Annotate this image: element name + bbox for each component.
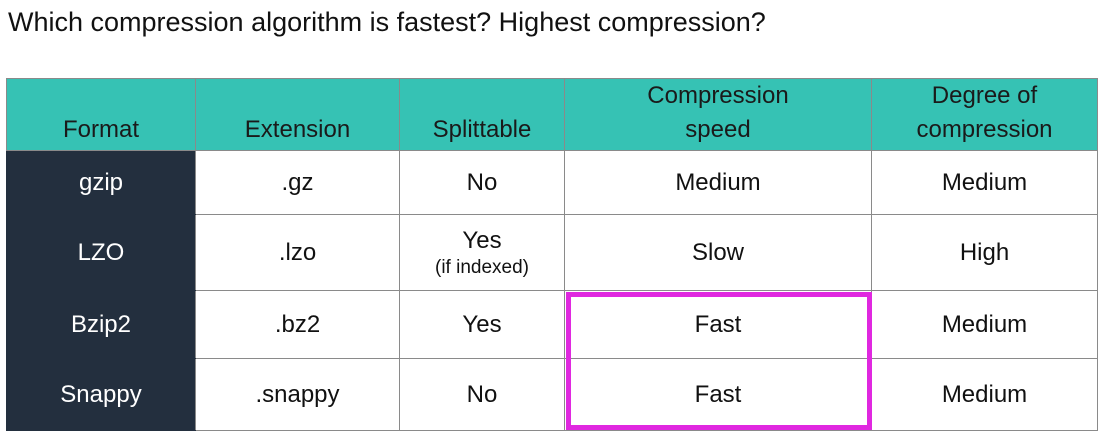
extension-cell: .gz (195, 150, 400, 215)
table-row: LZO .lzo Yes (if indexed) Slow High (6, 214, 1098, 291)
header-row: Format Extension Splittable Compression … (6, 78, 1098, 151)
extension-cell: .snappy (195, 358, 400, 431)
speed-cell: Fast (564, 358, 872, 431)
degree-cell: High (871, 214, 1098, 291)
header-extension: Extension (195, 78, 400, 151)
compression-table: Format Extension Splittable Compression … (6, 78, 1098, 431)
speed-cell: Medium (564, 150, 872, 215)
splittable-cell: No (399, 150, 565, 215)
degree-cell: Medium (871, 150, 1098, 215)
splittable-cell: No (399, 358, 565, 431)
format-cell: LZO (6, 214, 196, 291)
slide-title: Which compression algorithm is fastest? … (8, 7, 766, 37)
format-cell: Snappy (6, 358, 196, 431)
header-format: Format (6, 78, 196, 151)
header-degree-of-compression: Degree of compression (871, 78, 1098, 151)
degree-cell: Medium (871, 290, 1098, 359)
extension-cell: .bz2 (195, 290, 400, 359)
header-compression-speed: Compression speed (564, 78, 872, 151)
speed-cell: Slow (564, 214, 872, 291)
format-cell: Bzip2 (6, 290, 196, 359)
splittable-cell: Yes (if indexed) (399, 214, 565, 291)
splittable-cell: Yes (399, 290, 565, 359)
table-row: Bzip2 .bz2 Yes Fast Medium (6, 290, 1098, 359)
degree-cell: Medium (871, 358, 1098, 431)
splittable-note: (if indexed) (435, 256, 529, 278)
table-row: gzip .gz No Medium Medium (6, 150, 1098, 215)
extension-cell: .lzo (195, 214, 400, 291)
header-splittable: Splittable (399, 78, 565, 151)
table-row: Snappy .snappy No Fast Medium (6, 358, 1098, 431)
format-cell: gzip (6, 150, 196, 215)
speed-cell: Fast (564, 290, 872, 359)
